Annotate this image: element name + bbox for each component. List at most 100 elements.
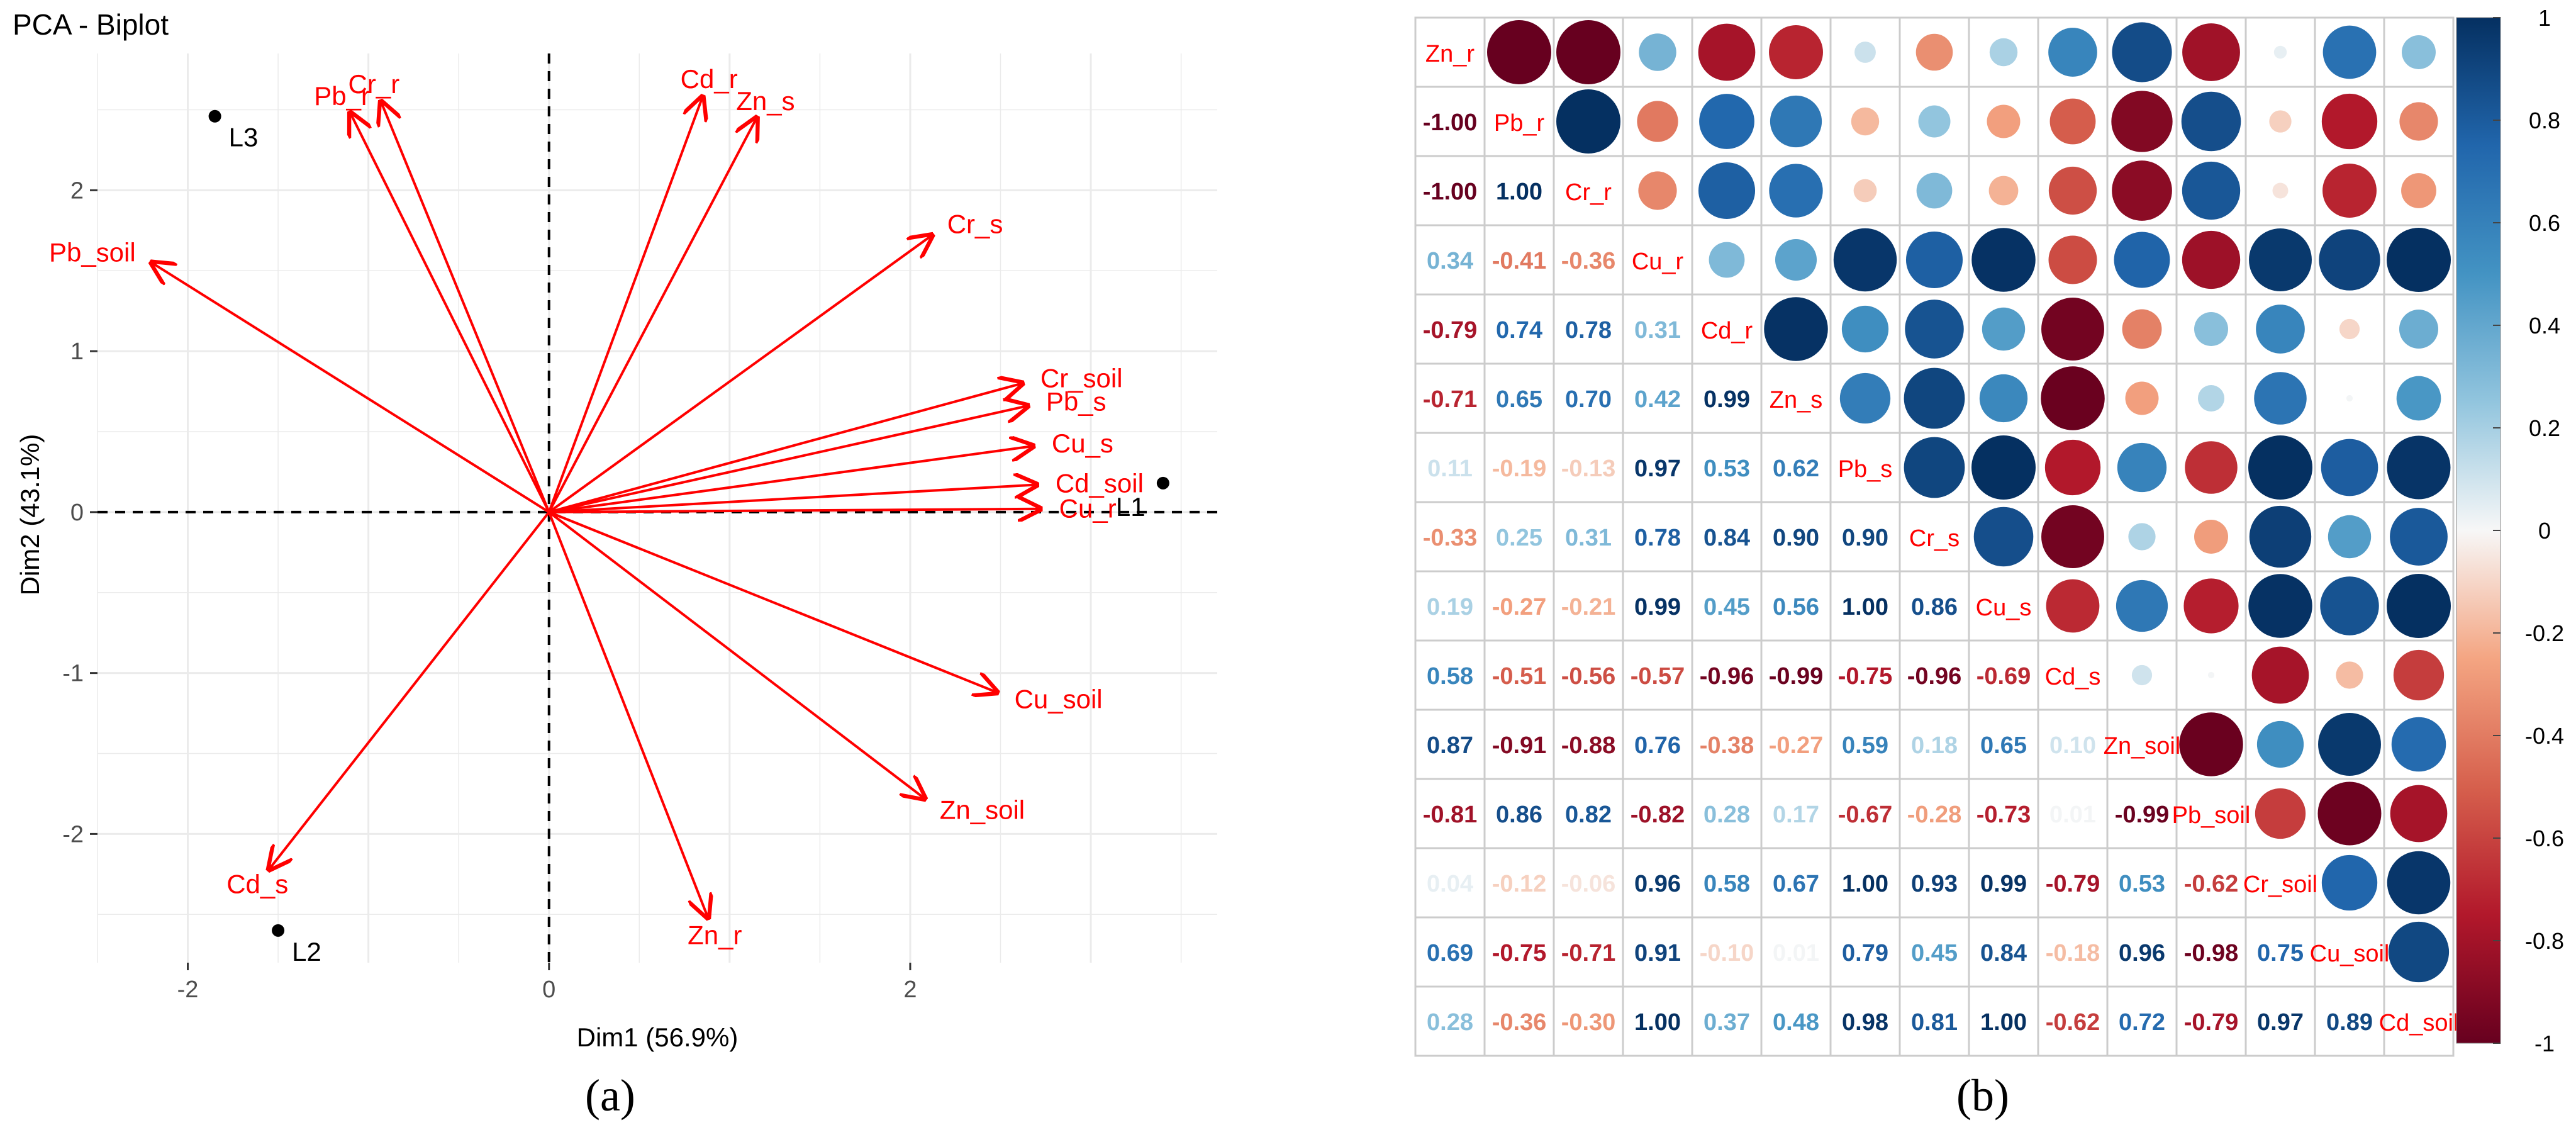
variable-arrow [547,118,757,513]
variable-arrow [549,509,1040,512]
corr-value: -0.41 [1492,248,1547,274]
corr-circle [2321,854,2378,911]
diagonal-label: Cd_r [1701,318,1753,344]
diagonal-label: Zn_soil [2104,733,2181,759]
corr-value: 0.74 [1496,317,1542,344]
corr-circle [1971,228,2036,292]
corr-circle [2390,785,2448,843]
corr-circle [1638,171,1677,210]
corr-value: 0.45 [1703,594,1750,620]
corr-circle [2182,23,2240,81]
corr-circle [1487,20,1551,84]
corr-circle [2390,508,2448,566]
corr-circle [2396,376,2441,421]
corr-circle [1769,25,1823,79]
corr-value: -0.98 [2184,940,2239,966]
corr-circle [2336,661,2363,689]
corr-value: 0.69 [1427,940,1473,966]
variable-arrow [350,113,550,513]
corr-value: 0.76 [1634,732,1681,759]
observation-point [208,109,221,123]
corr-circle [2181,91,2241,152]
pca-axes: -2 0 2 -2 -1 0 1 2 [62,53,1217,1003]
corr-circle [2387,851,2451,915]
corr-circle [1915,33,1953,71]
corr-circle [2399,309,2439,349]
corr-circle [1556,89,1620,154]
corr-value: 0.93 [1911,871,1958,897]
corr-circle [2179,712,2243,776]
corr-circle [1709,242,1745,278]
variable-arrow [548,511,997,692]
corr-value: 0.67 [1773,871,1819,897]
arrow-label: Cr_r [348,69,400,99]
colorbar-tick-label: 0.6 [2529,210,2560,236]
arrow-label: Zn_r [688,920,742,949]
corr-value: -0.13 [1561,456,1616,482]
corr-circle [2125,381,2159,415]
corr-circle [2182,230,2241,289]
corr-circle [2111,91,2173,152]
corr-circle [1556,20,1620,84]
corr-value: 0.96 [2119,940,2165,966]
corr-circle [2041,505,2104,568]
arrow-label: Cd_s [226,869,288,898]
corr-circle [2116,579,2168,632]
corr-circle [1904,367,1965,429]
corr-value: -0.96 [1700,663,1754,690]
y-tick-label: 2 [70,177,84,204]
corr-circle [1853,179,1877,203]
corr-value: 0.17 [1773,802,1819,828]
diagonal-label: Cd_soil [2379,1010,2459,1036]
corr-circle [2248,435,2312,500]
corr-circle [1989,38,2018,67]
corr-circle [2041,298,2104,361]
corr-circle [2256,305,2305,354]
corr-circle [1854,42,1876,63]
corr-value: 0.31 [1565,525,1612,551]
corr-circle [1971,435,2036,500]
corr-value: -1.00 [1423,109,1478,136]
corr-value: 0.19 [1427,594,1473,620]
corr-circle [1851,107,1880,136]
corr-circle [1637,101,1678,142]
corr-circle [1833,228,1897,292]
arrow-label: Cr_s [947,209,1003,238]
corr-circle [2387,574,2451,638]
corr-value: -0.62 [2184,871,2239,897]
corr-circle [2321,439,2378,496]
diagonal-label: Cu_soil [2310,941,2390,967]
corr-value: 0.65 [1496,386,1542,413]
corr-value: 0.18 [1911,732,1958,759]
corr-value: -0.21 [1561,594,1616,620]
corr-circle [2255,788,2306,839]
corr-value: 0.99 [1634,594,1681,620]
variable-arrow [381,102,550,513]
corr-circle [2048,166,2097,215]
corr-value: -0.30 [1561,1009,1616,1036]
corr-circle [1979,374,2028,423]
corr-circle [2117,442,2167,493]
corr-value: 0.81 [1911,1009,1958,1036]
corr-circle [1918,105,1951,138]
observation-label: L3 [229,123,259,152]
variable-arrow [269,511,550,870]
corr-value: 1.00 [1496,179,1542,205]
corr-value: -0.73 [1977,802,2031,828]
variable-arrow [549,446,1033,513]
arrow-label: Cd_soil [1056,469,1144,498]
x-tick-label: -2 [177,977,199,1003]
corr-value: -0.36 [1492,1009,1547,1036]
corr-value: 0.87 [1427,732,1473,759]
corr-circle [1699,94,1754,149]
correlation-matrix-panel: Zn_r-1.00 Pb_r-1.00 1.00 Cr_r0.34 -0.41 -0.36… [1414,5,2564,1057]
corr-circle [1770,95,1822,148]
corr-circle [2402,35,2436,69]
diagonal-label: Pb_r [1494,110,1545,137]
corr-value: 0.01 [1773,940,1819,966]
corr-value: 0.78 [1634,525,1681,551]
corr-value: -0.27 [1769,732,1824,759]
corr-circle [2254,372,2307,425]
